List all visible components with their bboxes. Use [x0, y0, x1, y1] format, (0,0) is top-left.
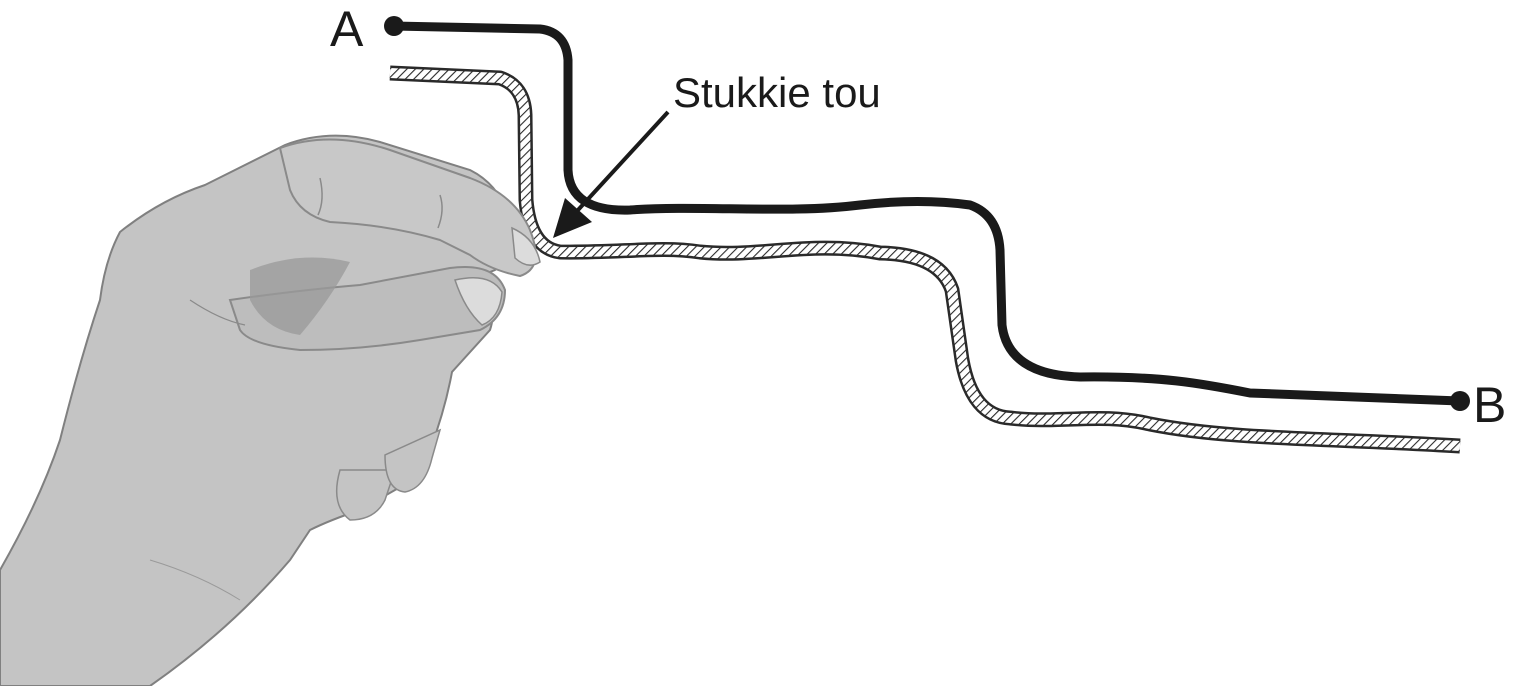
label-point-b: B: [1473, 377, 1506, 433]
hand-pinching-icon: [0, 134, 541, 686]
arrow-icon: [553, 110, 670, 238]
point-a-marker: [384, 16, 404, 36]
path-line-a-to-b: [388, 21, 1465, 406]
point-b-marker: [1450, 391, 1470, 411]
label-point-a: A: [330, 1, 364, 57]
label-rope-caption: Stukkie tou: [673, 69, 881, 116]
